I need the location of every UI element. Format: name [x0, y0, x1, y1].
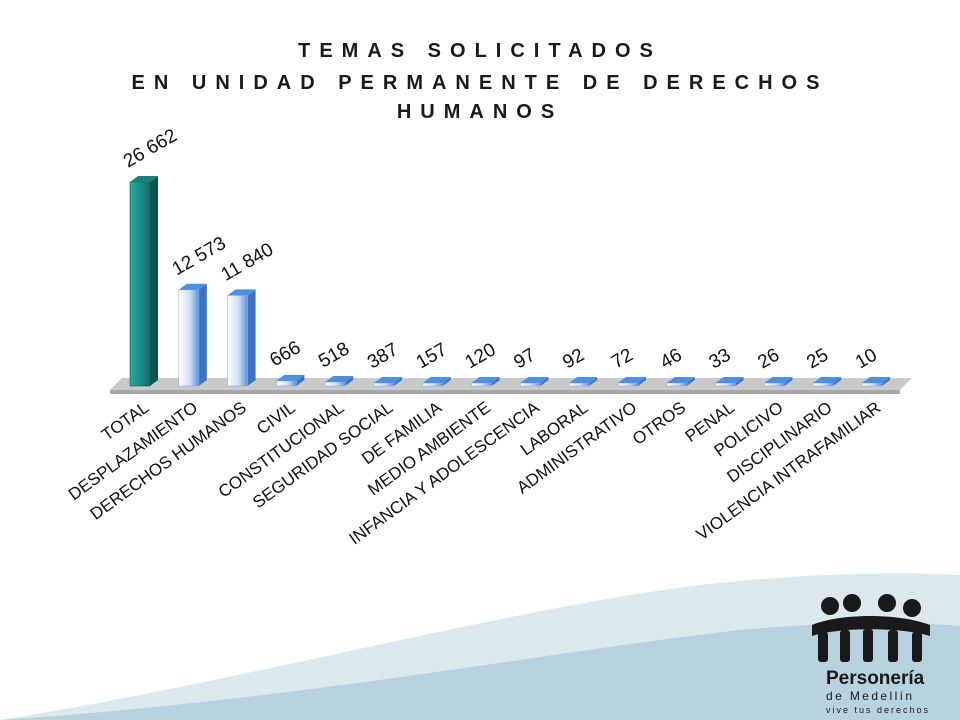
bar-14 — [812, 377, 842, 387]
bar-side — [882, 377, 890, 386]
chart-title-line-2: EN UNIDAD PERMANENTE DE DERECHOS — [131, 72, 829, 94]
bar-8 — [520, 377, 549, 387]
bar-13 — [764, 377, 793, 387]
bar-1 — [178, 283, 207, 387]
bar-7 — [471, 377, 500, 387]
bar-12 — [715, 377, 744, 387]
bar-3 — [276, 374, 305, 387]
bar-top — [130, 176, 158, 182]
bar-4 — [324, 376, 354, 387]
bar-top — [569, 377, 598, 383]
bar-side — [491, 377, 500, 386]
bar-top — [715, 377, 744, 383]
bar-side — [589, 377, 598, 386]
bar-side — [735, 377, 744, 386]
bar-side — [296, 374, 305, 386]
bar-top — [862, 377, 890, 383]
bar-top — [276, 374, 305, 381]
bar-top — [227, 289, 256, 296]
bar-side — [198, 283, 207, 386]
bar-side — [540, 377, 549, 386]
chart-title-line-3: HUMANOS — [396, 101, 564, 123]
bar-side — [638, 377, 646, 386]
bar-side — [394, 377, 402, 386]
bar-side — [345, 376, 354, 386]
bar-top — [178, 283, 207, 290]
bar-0 — [129, 176, 158, 387]
bar-top — [422, 377, 451, 383]
bar-top — [813, 377, 842, 383]
floor-front — [110, 390, 900, 394]
bars — [129, 176, 890, 387]
bar-top — [374, 377, 402, 383]
bar-side — [784, 377, 793, 386]
logo-tagline: vive tus derechos — [826, 705, 930, 715]
bar-15 — [861, 377, 890, 387]
people-icon — [812, 594, 930, 662]
logo-name: Personería — [826, 668, 925, 689]
bar-side — [686, 377, 695, 386]
bar-11 — [666, 377, 695, 387]
logo-sub: de Medellín — [826, 689, 914, 703]
bar-side — [833, 377, 842, 386]
bar-2 — [227, 289, 256, 387]
bar-9 — [568, 377, 598, 387]
chart-title-line-1: TEMAS SOLICITADOS — [298, 40, 662, 62]
bar-top — [325, 376, 354, 383]
bar-top — [764, 377, 793, 383]
bar-top — [520, 377, 549, 383]
bar-6 — [422, 377, 451, 387]
bar-side — [442, 377, 451, 386]
chart-floor — [110, 378, 912, 394]
bar-top — [618, 377, 646, 383]
bar-top — [666, 377, 695, 383]
bar-side — [247, 289, 256, 386]
floor-top — [110, 378, 912, 390]
bar-top — [471, 377, 500, 383]
bar-5 — [373, 377, 402, 387]
bar-side — [150, 176, 158, 386]
bar-10 — [617, 377, 646, 387]
